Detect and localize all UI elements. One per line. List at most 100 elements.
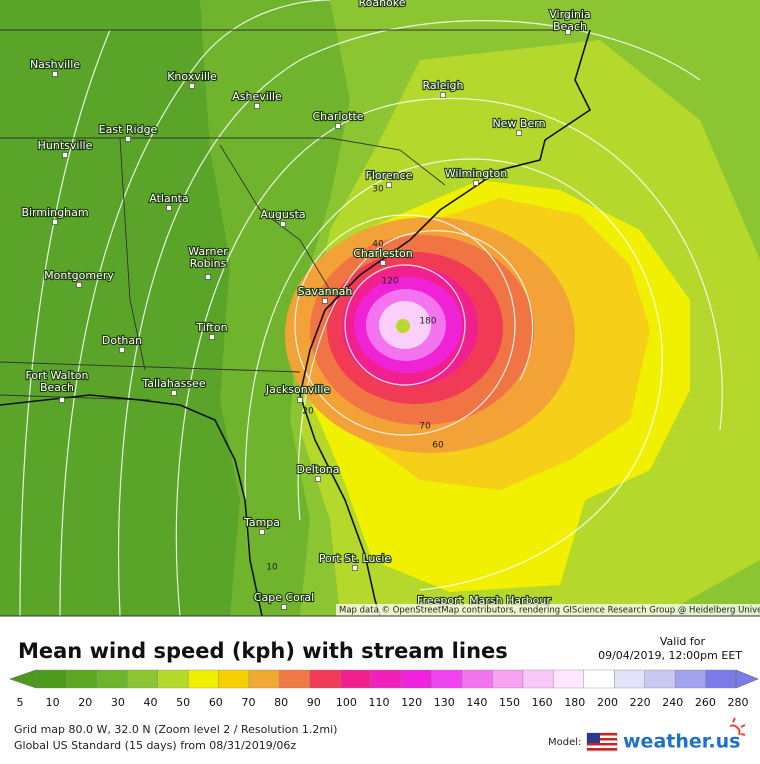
city-label: Deltona (296, 463, 339, 476)
city-label-line: Beach (40, 381, 74, 394)
colorbar-label: 30 (111, 696, 125, 709)
city-marker (280, 221, 286, 227)
colorbar-label: 200 (597, 696, 618, 709)
valid-label: Valid for (660, 635, 706, 648)
valid-time: 09/04/2019, 12:00pm EET (598, 649, 742, 662)
city-marker (297, 397, 303, 403)
city-label: Savannah (298, 285, 353, 298)
city-marker (189, 83, 195, 89)
city-marker (209, 334, 215, 340)
colorbar-label: 140 (466, 696, 487, 709)
city-marker (52, 71, 58, 77)
city-label: Virginia Beach (549, 8, 590, 33)
colorbar-label: 40 (144, 696, 158, 709)
city-label: Tampa (243, 516, 280, 529)
colorbar-label: 80 (274, 696, 288, 709)
city-marker (205, 274, 211, 280)
model-label: Model: (548, 737, 581, 748)
city-label: Wilmington (445, 167, 508, 180)
colorbar-cell (187, 669, 219, 689)
colorbar-label: 180 (564, 696, 585, 709)
colorbar-label: 100 (336, 696, 357, 709)
city-marker (352, 565, 358, 571)
city-marker (254, 103, 260, 109)
colorbar-cell (553, 669, 585, 689)
city-label: Huntsville (38, 139, 93, 152)
city-label: Roanoke (358, 0, 405, 9)
colorbar: 5 10 20 30 40 50 60 70 80 90 100 110 120 130 140 150 160… (9, 669, 759, 709)
contour-label: 20 (302, 407, 314, 417)
city-label: Cape Coral (254, 591, 314, 604)
contour-label: 70 (419, 422, 431, 432)
city-marker (380, 260, 386, 266)
colorbar-label: 110 (369, 696, 390, 709)
city-label-line: Virginia (549, 8, 590, 21)
contour-label: 30 (372, 185, 384, 195)
city-label: Birmingham (21, 206, 88, 219)
city-label: Raleigh (423, 79, 464, 92)
state-borders (0, 29, 560, 401)
city-label: Tifton (195, 321, 227, 334)
colorbar-label: 50 (176, 696, 190, 709)
city-label: East Ridge (99, 123, 158, 136)
colorbar-label: 5 (17, 696, 24, 709)
colorbar-cell (66, 669, 98, 689)
logo: weather.us (623, 731, 740, 753)
city-marker (166, 205, 172, 211)
colorbar-cell (705, 669, 737, 689)
colorbar-cell (248, 669, 280, 689)
footer-line: Grid map 80.0 W, 32.0 N (Zoom level 2 / … (14, 723, 337, 736)
city-marker (335, 123, 341, 129)
colorbar-end (735, 669, 759, 689)
city-marker (59, 397, 65, 403)
city-label: Tallahassee (141, 377, 205, 390)
city-label-line: Warner (188, 245, 228, 258)
city-label: Warner Robins (188, 245, 228, 270)
colorbar-end (9, 669, 37, 689)
contour-label: 180 (419, 317, 436, 327)
footer-line: Global US Standard (15 days) from 08/31/… (14, 739, 296, 752)
colorbar-cell (309, 669, 341, 689)
colorbar-label: 130 (434, 696, 455, 709)
colorbar-cell (674, 669, 706, 689)
colorbar-cell (492, 669, 524, 689)
colorbar-cell (279, 669, 311, 689)
city-label: New Bern (492, 117, 545, 130)
colorbar-cell (127, 669, 158, 689)
contour-label: 120 (381, 277, 398, 287)
eye (396, 319, 410, 333)
colorbar-label: 120 (401, 696, 422, 709)
logo-sun (729, 717, 746, 736)
colorbar-label: 90 (307, 696, 321, 709)
colorbar-cell (583, 669, 615, 689)
colorbar-cell (157, 669, 189, 689)
city-marker (76, 282, 82, 288)
city-label: Fort Walton Beach (26, 369, 89, 394)
city-marker (473, 180, 479, 186)
city-marker (125, 136, 131, 142)
colorbar-cell (35, 669, 67, 689)
coastline (0, 29, 592, 617)
colorbar-label: 20 (78, 696, 92, 709)
city-marker (565, 29, 571, 35)
colorbar-label: 240 (662, 696, 683, 709)
attribution: Map data © OpenStreetMap contributors, r… (339, 606, 760, 616)
city-label: Nashville (30, 58, 80, 71)
contour-label: 40 (372, 240, 384, 250)
city-label-line: Fort Walton (26, 369, 89, 382)
colorbar-cell (218, 669, 250, 689)
city-marker (171, 390, 177, 396)
attribution-bg (336, 604, 760, 616)
city-marker (52, 219, 58, 225)
city-label: Florence (366, 169, 413, 182)
city-marker (259, 529, 265, 535)
city-marker (315, 476, 321, 482)
city-marker (440, 92, 446, 98)
flag (586, 732, 618, 752)
city-marker (516, 130, 522, 136)
city-label: Dothan (102, 334, 142, 347)
